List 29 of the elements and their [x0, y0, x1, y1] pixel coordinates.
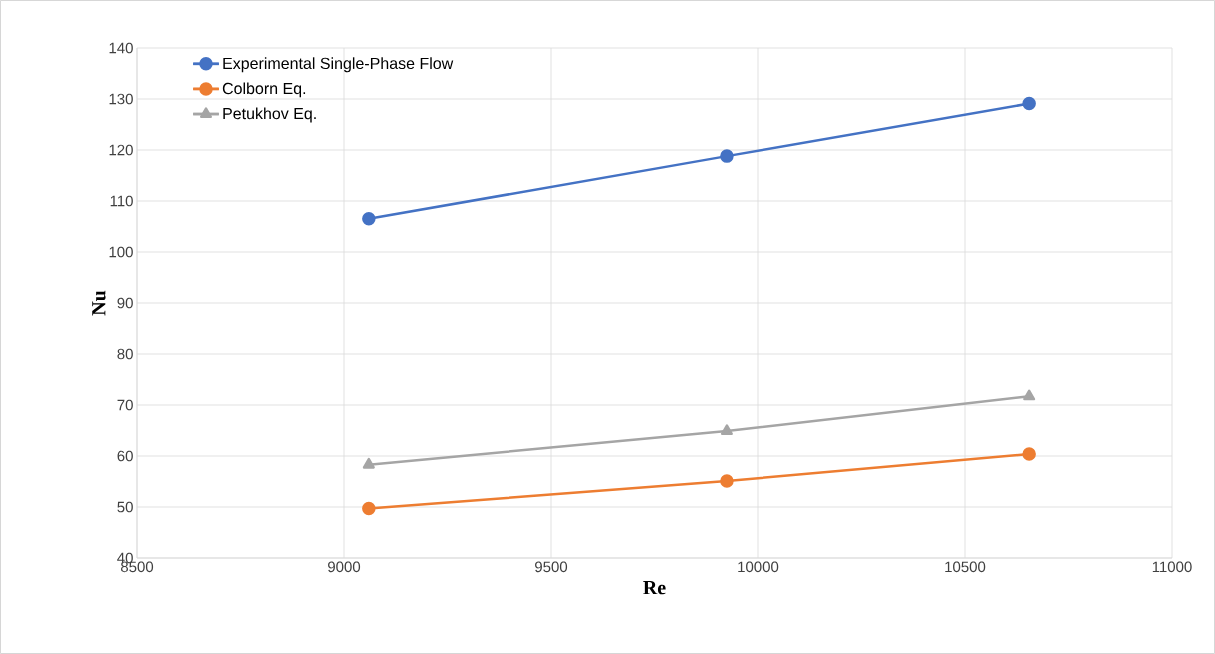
x-tick-label: 11000 [1152, 561, 1192, 573]
y-tick-label: 60 [117, 450, 133, 462]
point [362, 457, 375, 469]
point [1022, 447, 1036, 461]
legend-label: Petukhov Eq. [223, 107, 316, 123]
x-tick-label: 9500 [535, 561, 568, 573]
point [362, 501, 376, 516]
y-tick-label: 120 [109, 144, 133, 156]
point [1023, 389, 1036, 401]
x-tick-label: 10500 [945, 561, 986, 573]
point [362, 212, 376, 226]
y-tick-label: 70 [117, 399, 133, 411]
y-tick-label: 80 [117, 348, 133, 360]
legend-label: Colborn Eq. [222, 82, 306, 98]
y-axis-title: Nu [92, 290, 106, 316]
point [1022, 96, 1036, 111]
point [720, 149, 734, 163]
x-tick-label: 10000 [738, 561, 779, 573]
x-axis-title: Re [643, 581, 666, 595]
y-tick-label: 130 [109, 93, 133, 105]
point [720, 424, 733, 436]
legend-label: Experimental Single-Phase Flow [223, 57, 454, 73]
y-tick-label: 50 [117, 501, 133, 513]
x-tick-label: 9000 [328, 561, 361, 573]
point [720, 474, 734, 488]
y-tick-label: 110 [110, 195, 133, 207]
y-tick-label: 100 [109, 246, 133, 258]
y-tick-label: 90 [117, 297, 133, 309]
y-tick-label: 140 [109, 42, 133, 54]
